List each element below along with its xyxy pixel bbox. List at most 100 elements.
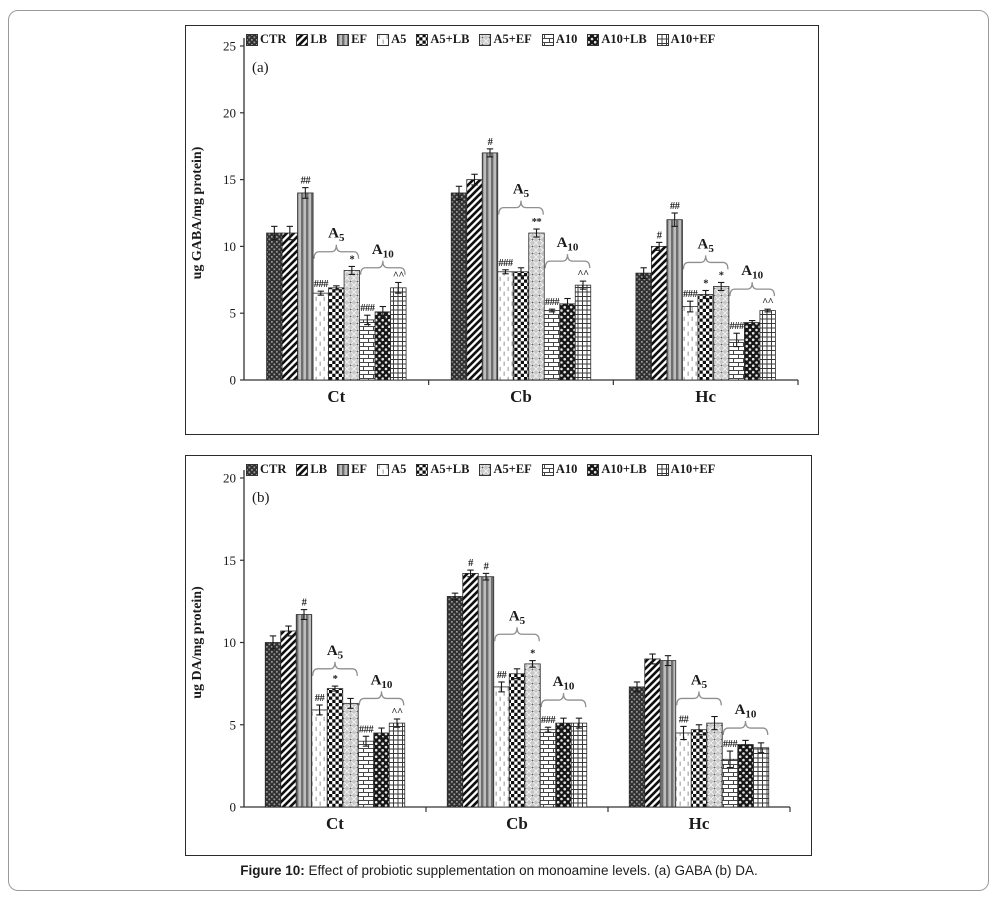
bracket-label: A5 (691, 672, 708, 691)
error-bar (533, 228, 540, 238)
bar-A5+LB-Ct (326, 688, 344, 808)
legend-label: EF (351, 462, 368, 476)
error-bar (748, 319, 756, 326)
bar-A10+LB-Cb (559, 303, 576, 381)
error-bar (717, 281, 725, 292)
bracket (676, 691, 722, 706)
bracket (359, 260, 406, 275)
bar-LB-Ct (281, 232, 298, 381)
bar-A5+EF-Hc (706, 722, 723, 808)
sig-label: # (468, 558, 474, 569)
bracket (358, 691, 405, 706)
legend-item-A10+LB: A10+LB (587, 462, 647, 477)
legend-swatch (416, 33, 429, 46)
legend-swatch (656, 463, 669, 476)
bar-LB-Cb (462, 573, 479, 808)
legend-label: A5 (391, 462, 407, 476)
sig-label: ### (730, 321, 746, 332)
y-tick-label: 10 (223, 635, 236, 650)
bracket-label: A5 (513, 182, 530, 201)
legend-item-CTR: CTR (246, 462, 286, 477)
bar-A5-Cb (493, 686, 510, 808)
error-bar (502, 269, 509, 275)
bracket (498, 200, 544, 215)
legend-swatch (377, 33, 390, 46)
y-tick-label: 10 (223, 239, 236, 254)
legend-swatch (587, 33, 600, 46)
legend-label: A10+LB (601, 32, 647, 46)
figure-caption: Figure 10: Effect of probiotic supplemen… (0, 863, 998, 878)
error-bar (300, 609, 308, 621)
bar-CTR-Cb (450, 192, 468, 381)
bar-EF-Hc (666, 219, 683, 381)
error-bar (633, 681, 641, 693)
error-bar (302, 187, 309, 199)
chart-panel-b: CTR LB EF A5 A5+LB A5+EF A10 A10+LB A10+EF (b) 0… (185, 455, 812, 856)
error-bar (640, 267, 647, 280)
caption-label: Figure 10: (240, 863, 305, 878)
bar-CTR-Ct (264, 642, 282, 808)
error-bar (564, 297, 571, 310)
error-bar (316, 704, 323, 716)
bar-CTR-Hc (635, 272, 652, 381)
error-bar (271, 225, 278, 241)
error-bar (362, 735, 370, 747)
sig-label: ^^ (391, 707, 403, 718)
error-bar (579, 280, 587, 290)
error-bar (671, 212, 678, 227)
category-label: Cb (506, 814, 528, 833)
legend-swatch (377, 463, 390, 476)
error-bar (664, 655, 672, 667)
error-bar (348, 265, 356, 276)
bracket-label: A5 (328, 226, 345, 245)
error-bar (733, 332, 740, 348)
bar-A10+LB-Cb (555, 722, 572, 808)
error-bar (764, 308, 771, 313)
error-bar (560, 717, 567, 729)
bar-A10+EF-Cb (574, 284, 592, 381)
sig-label: ## (315, 693, 326, 704)
sig-label: # (484, 561, 490, 572)
legend-swatch (541, 463, 554, 476)
category-label: Hc (695, 387, 716, 406)
bracket-label: A10 (372, 242, 394, 261)
error-bar (757, 742, 765, 754)
legend-label: LB (310, 462, 328, 476)
legend-item-LB: LB (296, 32, 327, 47)
legend-label: A5+EF (493, 32, 532, 46)
sig-label: ^^ (393, 270, 405, 281)
bar-A10-Cb (543, 310, 561, 381)
bracket-label: A10 (553, 674, 575, 693)
legend-item-LB: LB (296, 462, 327, 477)
legend-item-A10+EF: A10+EF (656, 32, 715, 47)
legend-label: EF (351, 32, 368, 46)
error-bar (680, 725, 687, 741)
legend-swatch (337, 33, 350, 46)
legend-item-A10+EF: A10+EF (656, 462, 715, 477)
sig-label: ## (670, 201, 681, 212)
bracket (313, 244, 360, 259)
panel-label-a: (a) (252, 60, 269, 76)
sig-label: ### (360, 303, 376, 314)
legend-swatch (416, 463, 429, 476)
bar-LB-Hc (644, 658, 661, 808)
legend-swatch (587, 463, 600, 476)
bar-A10-Ct (359, 319, 376, 381)
caption-text: Effect of probiotic supplementation on m… (304, 863, 758, 878)
bracket (540, 693, 587, 708)
error-bar (517, 267, 525, 277)
bracket (722, 721, 769, 736)
y-tick-label: 0 (230, 800, 237, 815)
error-bar (711, 715, 718, 731)
error-bar (548, 308, 556, 313)
bar-A5-Cb (497, 271, 514, 381)
legend-item-A5+LB: A5+LB (416, 32, 469, 47)
error-bar (347, 697, 354, 709)
panel-label-b: (b) (252, 490, 270, 506)
legend-label: A10 (555, 462, 578, 476)
error-bar (331, 685, 339, 692)
error-bar (513, 668, 521, 680)
bar-A5+LB-Cb (508, 673, 526, 808)
error-bar (379, 305, 387, 318)
